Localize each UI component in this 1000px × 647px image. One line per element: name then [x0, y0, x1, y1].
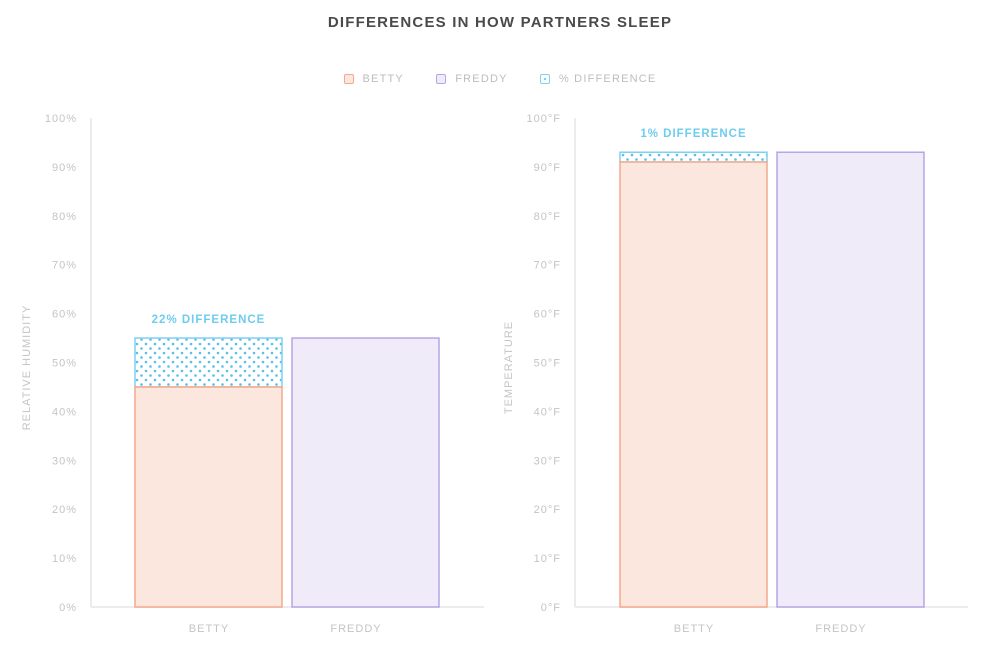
y-tick-label: 30% — [52, 455, 77, 467]
y-tick-label: 100°F — [527, 113, 561, 125]
y-axis-title: RELATIVE HUMIDITY — [21, 305, 33, 431]
legend-label-freddy: FREDDY — [455, 73, 508, 85]
bar-freddy — [776, 151, 925, 608]
bar-betty — [134, 386, 283, 608]
x-category-label: FREDDY — [815, 623, 866, 635]
legend-item-difference: % DIFFERENCE — [539, 73, 657, 85]
chart-title: DIFFERENCES IN HOW PARTNERS SLEEP — [327, 14, 673, 31]
bar-betty — [619, 161, 768, 608]
y-tick-label: 40% — [52, 406, 77, 418]
legend-swatch-freddy — [436, 74, 447, 84]
y-tick-label: 20°F — [534, 504, 561, 516]
y-tick-label: 60°F — [534, 309, 561, 321]
bar-difference — [134, 337, 283, 388]
y-tick-label: 70% — [52, 260, 77, 272]
y-tick-label: 0% — [59, 602, 77, 614]
legend-swatch-difference — [539, 74, 550, 84]
bar-freddy — [291, 337, 440, 608]
y-tick-label: 10% — [52, 553, 77, 565]
y-tick-label: 90% — [52, 162, 77, 174]
legend-label-betty: BETTY — [362, 73, 404, 85]
y-tick-label: 0°F — [541, 602, 561, 614]
bar-difference — [619, 151, 768, 163]
y-tick-label: 70°F — [534, 260, 561, 272]
x-category-label: FREDDY — [330, 623, 381, 635]
y-tick-label: 80% — [52, 211, 77, 223]
y-tick-label: 80°F — [534, 211, 561, 223]
y-axis-title: TEMPERATURE — [503, 321, 515, 414]
y-tick-label: 30°F — [534, 455, 561, 467]
x-category-label: BETTY — [189, 623, 229, 635]
legend-label-difference: % DIFFERENCE — [558, 73, 657, 85]
y-tick-label: 50% — [52, 358, 77, 370]
y-tick-label: 10°F — [534, 553, 561, 565]
y-tick-label: 20% — [52, 504, 77, 516]
y-tick-label: 50°F — [534, 358, 561, 370]
y-tick-label: 60% — [52, 309, 77, 321]
x-category-label: BETTY — [674, 623, 714, 635]
difference-annotation: 22% DIFFERENCE — [152, 314, 266, 326]
legend-item-betty: BETTY — [343, 73, 404, 85]
difference-annotation: 1% DIFFERENCE — [640, 128, 746, 140]
y-tick-label: 100% — [45, 113, 77, 125]
y-tick-label: 90°F — [534, 162, 561, 174]
legend-item-freddy: FREDDY — [436, 73, 507, 85]
legend: BETTY FREDDY % DIFFERENCE — [0, 73, 1000, 87]
legend-swatch-betty — [343, 74, 354, 84]
y-tick-label: 40°F — [534, 406, 561, 418]
